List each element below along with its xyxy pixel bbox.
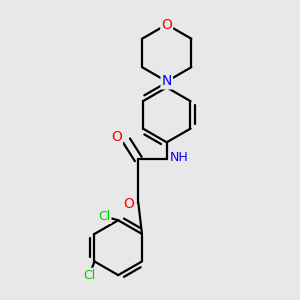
- Text: O: O: [161, 17, 172, 32]
- Text: Cl: Cl: [98, 210, 110, 223]
- Text: NH: NH: [170, 151, 189, 164]
- Text: Cl: Cl: [83, 269, 96, 282]
- Text: O: O: [111, 130, 122, 144]
- Text: O: O: [123, 197, 134, 211]
- Text: N: N: [161, 74, 172, 88]
